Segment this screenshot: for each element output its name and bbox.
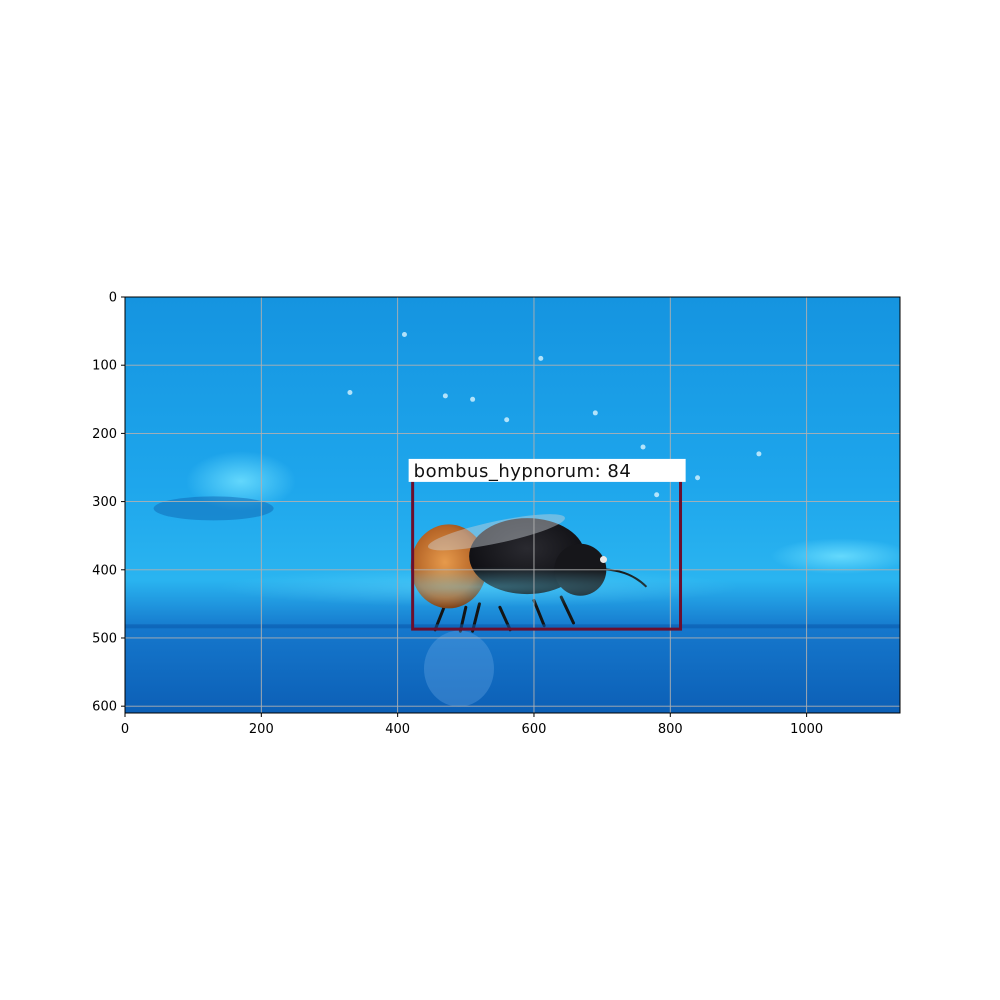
y-tick-label: 100 (92, 359, 117, 374)
x-axis: 0 200 400 600 800 1000 (121, 713, 823, 737)
y-tick-label: 600 (92, 700, 117, 715)
bee-wing (427, 514, 565, 551)
water-texture (125, 332, 900, 707)
y-tick-label: 400 (92, 563, 117, 578)
plot-frame (124, 296, 901, 714)
x-tick-label: 400 (385, 722, 410, 737)
y-tick-label: 500 (92, 631, 117, 646)
detection-label: bombus_hypnorum: 84 (414, 461, 632, 482)
x-tick-label: 800 (658, 722, 683, 737)
x-tick-label: 600 (522, 722, 547, 737)
y-axis: 0 100 200 300 400 500 600 (92, 291, 125, 715)
bee-photo (125, 297, 900, 713)
x-tick-label: 200 (249, 722, 274, 737)
y-tick-label: 0 (109, 291, 117, 306)
y-tick-label: 200 (92, 427, 117, 442)
y-tick-label: 300 (92, 495, 117, 510)
x-tick-label: 1000 (790, 722, 823, 737)
detection-label-background (408, 458, 686, 482)
x-tick-label: 0 (121, 722, 129, 737)
